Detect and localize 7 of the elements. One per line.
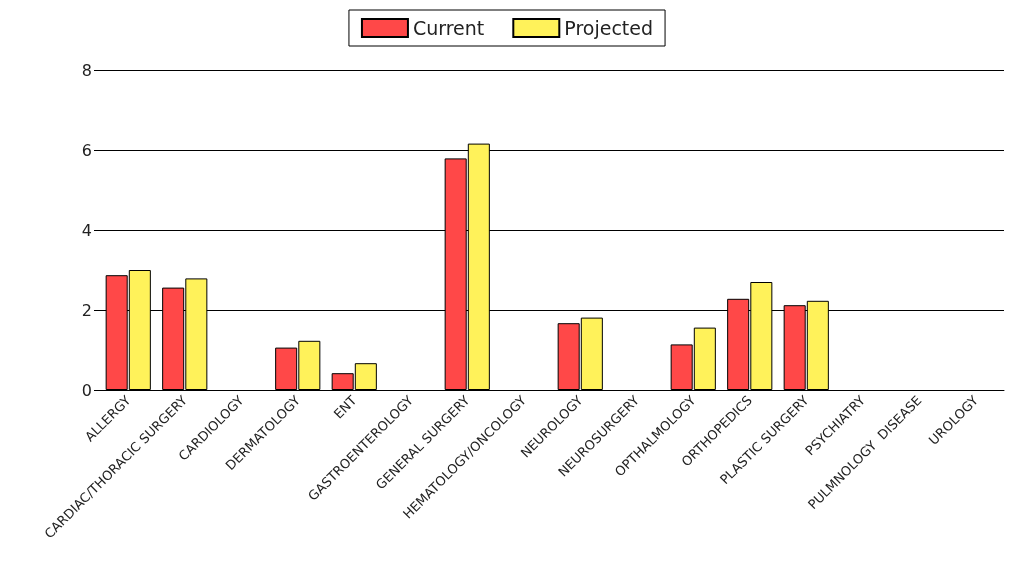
y-tick-label: 0 (81, 380, 92, 400)
legend-label: Current (412, 17, 485, 39)
y-tick-label: 6 (81, 140, 92, 160)
y-tick-label: 2 (81, 300, 92, 320)
y-tick-label: 8 (81, 60, 92, 80)
legend-label: Projected (564, 17, 654, 39)
y-tick-label: 4 (81, 220, 92, 240)
